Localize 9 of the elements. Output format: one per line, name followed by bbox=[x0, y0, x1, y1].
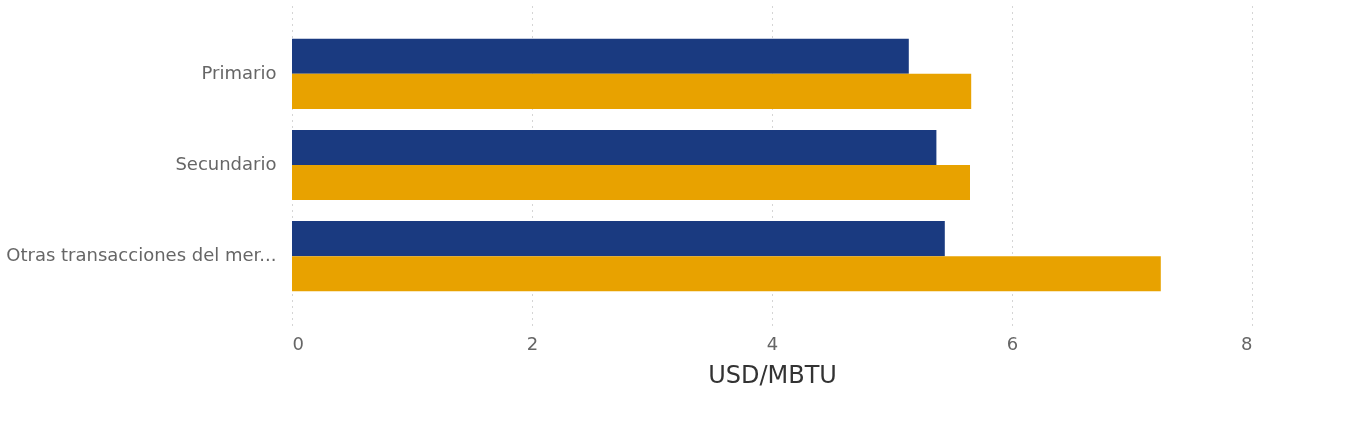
x-tick-label: 0 bbox=[292, 332, 304, 354]
x-axis-title: USD/MBTU bbox=[708, 360, 837, 389]
y-tick-label: Primario bbox=[201, 61, 277, 83]
x-tick-label: 2 bbox=[526, 332, 539, 354]
x-tick-label: 6 bbox=[1006, 332, 1019, 354]
y-tick-label: Otras transacciones del mer... bbox=[6, 244, 277, 266]
x-tick-label: 8 bbox=[1241, 332, 1253, 354]
x-tick-label: 4 bbox=[766, 332, 779, 354]
y-tick-label: Secundario bbox=[175, 153, 277, 174]
